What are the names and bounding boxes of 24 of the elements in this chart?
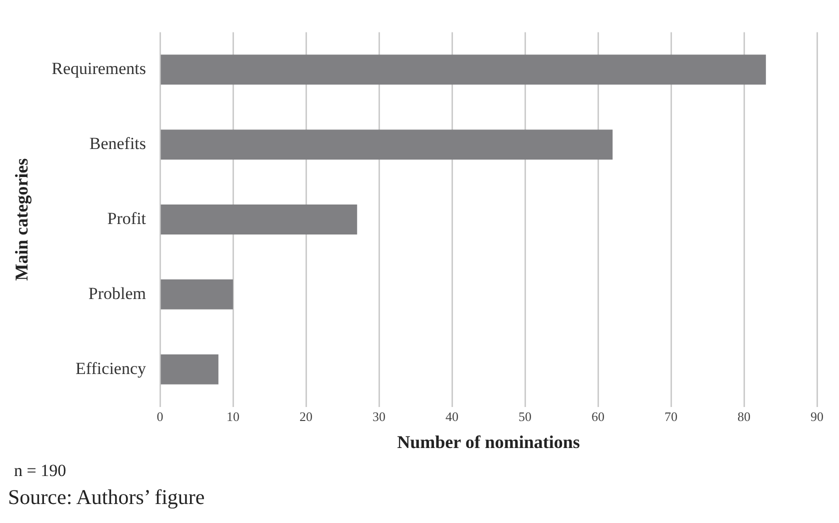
x-tick-label: 30 xyxy=(372,409,386,424)
x-tick-label: 60 xyxy=(592,409,605,424)
x-tick-label: 70 xyxy=(664,409,678,424)
x-tick-label: 0 xyxy=(156,409,164,424)
x-tick-label: 10 xyxy=(226,409,240,424)
y-axis-title: Main categories xyxy=(11,158,32,281)
y-tick-label: Problem xyxy=(88,284,146,303)
x-axis-title: Number of nominations xyxy=(397,432,580,452)
bar xyxy=(160,279,234,310)
x-tick-label: 80 xyxy=(738,409,750,424)
x-tick-label: 50 xyxy=(518,409,532,424)
text: n = 190 xyxy=(13,460,68,482)
x-tick-label: 20 xyxy=(300,409,313,424)
bar xyxy=(160,54,766,85)
bar xyxy=(160,204,358,234)
y-tick-label: Efficiency xyxy=(76,358,147,378)
source-note: Source: Authors’ figure xyxy=(8,484,206,510)
y-tick-label: Benefits xyxy=(89,134,146,154)
bar xyxy=(160,354,218,384)
x-tick-label: 40 xyxy=(446,409,459,424)
y-tick-label: Profit xyxy=(107,208,146,228)
y-tick-label: Requirements xyxy=(52,59,146,78)
bar xyxy=(160,130,613,160)
x-tick-label: 90 xyxy=(810,409,824,424)
